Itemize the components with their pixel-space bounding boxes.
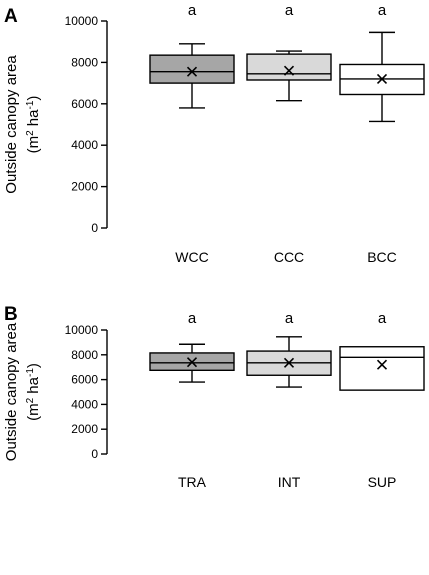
y-unit-part: (m — [25, 403, 42, 421]
mean-marker — [186, 357, 198, 368]
interquartile-box — [246, 53, 332, 81]
y-tick-label: 6000 — [71, 373, 98, 387]
category-label: WCC — [175, 249, 208, 265]
mean-marker-stroke — [283, 65, 295, 76]
y-unit-part: ) — [25, 363, 42, 368]
y-unit-part: ) — [25, 96, 42, 101]
panel-a-chart: A 0 2000 4000 6000 8000 10000 Outside canopy ar… — [3, 2, 425, 265]
y-unit-superscript: -1 — [25, 368, 36, 377]
y-unit-superscript: 2 — [25, 130, 36, 136]
significance-letter: a — [285, 2, 294, 19]
y-unit-part: ha — [25, 376, 42, 398]
mean-marker-stroke — [186, 357, 198, 368]
box-int: a INT — [246, 310, 332, 490]
box-bcc: a BCC — [339, 2, 425, 265]
mean-marker — [376, 359, 388, 370]
y-tick-label: 4000 — [71, 397, 98, 411]
category-label: BCC — [367, 249, 397, 265]
y-tick-label: 8000 — [71, 55, 98, 69]
mean-marker-stroke — [376, 359, 388, 370]
mean-marker-stroke — [376, 73, 388, 85]
y-tick-label: 2000 — [71, 180, 98, 194]
y-unit-superscript: -1 — [25, 100, 36, 109]
significance-letter: a — [378, 310, 387, 327]
significance-letter: a — [188, 310, 197, 327]
significance-letter: a — [188, 2, 197, 19]
y-unit-part: ha — [25, 109, 42, 131]
box-wcc: a WCC — [149, 2, 235, 265]
box-tra: a TRA — [149, 310, 235, 490]
mean-marker-stroke — [186, 66, 198, 77]
y-axis-label-units: (m2 ha-1) — [25, 363, 43, 421]
y-tick-label: 0 — [91, 447, 98, 461]
mean-marker-stroke — [283, 357, 295, 368]
category-label: CCC — [274, 249, 304, 265]
y-unit-superscript: 2 — [25, 397, 36, 403]
box-sup: a SUP — [339, 310, 425, 490]
y-tick-label: 4000 — [71, 138, 98, 152]
y-axis-label-units: (m2 ha-1) — [25, 96, 43, 154]
y-unit-part: (m — [25, 136, 42, 154]
interquartile-box — [339, 346, 425, 391]
y-tick-label: 6000 — [71, 97, 98, 111]
mean-marker — [283, 65, 295, 76]
box-ccc: a CCC — [246, 2, 332, 265]
y-tick-label: 0 — [91, 221, 98, 235]
y-tick-label: 2000 — [71, 422, 98, 436]
y-axis-label: Outside canopy area — [3, 322, 20, 461]
category-label: INT — [278, 474, 301, 490]
y-axis-label: Outside canopy area — [3, 55, 20, 194]
panel-b-chart: B 0 2000 4000 6000 8000 10000 Outside canopy ar… — [3, 304, 425, 490]
category-label: TRA — [178, 474, 207, 490]
significance-letter: a — [378, 2, 387, 19]
interquartile-box — [149, 54, 235, 84]
y-tick-label: 10000 — [65, 14, 99, 28]
category-label: SUP — [368, 474, 397, 490]
mean-marker — [376, 73, 388, 85]
panel-letter: B — [4, 304, 18, 325]
significance-letter: a — [285, 310, 294, 327]
mean-marker — [283, 357, 295, 368]
panel-letter: A — [4, 6, 18, 27]
y-tick-label: 10000 — [65, 323, 99, 337]
y-tick-label: 8000 — [71, 348, 98, 362]
mean-marker — [186, 66, 198, 77]
